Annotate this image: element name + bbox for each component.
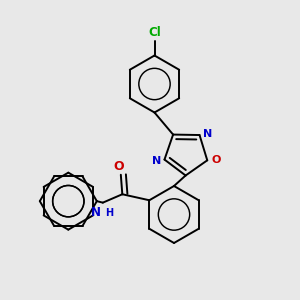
Text: N: N	[203, 129, 212, 139]
Text: N: N	[91, 206, 101, 219]
Text: Cl: Cl	[148, 26, 161, 39]
Text: O: O	[113, 160, 124, 173]
Text: H: H	[105, 208, 113, 218]
Text: N: N	[152, 156, 161, 166]
Text: O: O	[211, 155, 220, 165]
